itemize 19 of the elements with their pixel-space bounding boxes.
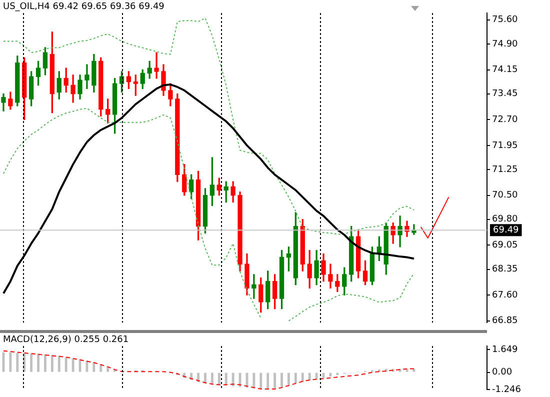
y-tick-label: 74.90: [492, 39, 518, 50]
y-tick-label: 71.95: [492, 140, 518, 151]
y-tick-label: 73.45: [492, 89, 518, 100]
chart-title: MACD(12,26,9) 0.255 0.261: [3, 334, 129, 345]
y-tick-label: 68.35: [492, 264, 518, 275]
y-tick-label: 67.60: [492, 290, 518, 300]
y-tick-label: 69.05: [492, 240, 518, 251]
y-tick-label: 72.70: [492, 114, 518, 125]
y-tick-label: 66.85: [492, 316, 518, 326]
ref-line-label: 69.49: [493, 225, 520, 236]
y-tick-label: 0.00: [492, 368, 512, 378]
y-tick-label: 1.649: [492, 344, 518, 355]
y-tick-label: 74.15: [492, 65, 518, 76]
y-tick-label: 70.50: [492, 190, 518, 201]
y-tick-label: -1.246: [492, 384, 522, 395]
y-tick-label: 69.80: [492, 214, 518, 225]
y-tick-label: 71.25: [492, 164, 518, 175]
y-tick-label: 75.60: [492, 15, 518, 26]
chart-title: US_OIL,H4 69.42 69.65 69.36 69.49: [3, 2, 165, 12]
